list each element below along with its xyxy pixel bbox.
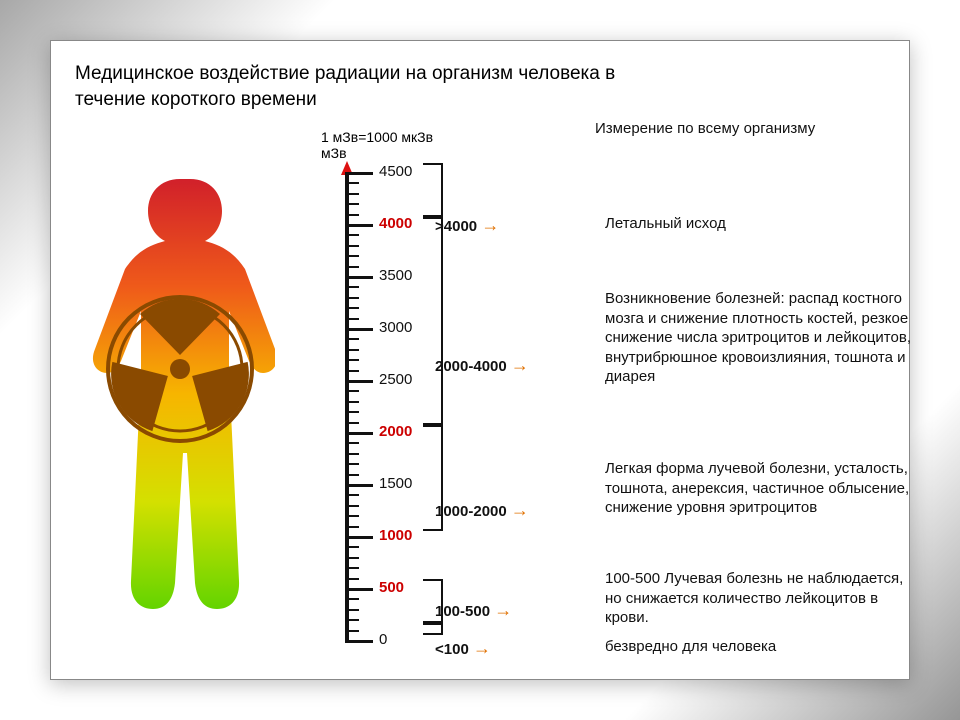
- tick-label: 2500: [379, 371, 412, 388]
- major-tick: [345, 640, 373, 643]
- major-tick: [345, 172, 373, 175]
- range-label: 1000-2000: [435, 503, 507, 520]
- minor-tick: [345, 286, 359, 288]
- range-label: 2000-4000: [435, 358, 507, 375]
- infographic-card: Медицинское воздействие радиации на орга…: [50, 40, 910, 680]
- minor-tick: [345, 266, 359, 268]
- minor-tick: [345, 203, 359, 205]
- tick-label: 1500: [379, 475, 412, 492]
- range-bracket: [423, 579, 443, 625]
- minor-tick: [345, 349, 359, 351]
- minor-tick: [345, 214, 359, 216]
- range-entry: 2000-4000 →: [435, 354, 529, 377]
- legend-area: Измерение по всему организму >4000 →Лета…: [515, 119, 915, 679]
- minor-tick: [345, 401, 359, 403]
- tick-label: 0: [379, 631, 387, 648]
- minor-tick: [345, 546, 359, 548]
- scale-area: 1 мЗв=1000 мкЗв мЗв 0 500 1000 1500 2000 2500…: [305, 129, 505, 659]
- minor-tick: [345, 463, 359, 465]
- range-description: Летальный исход: [605, 214, 915, 234]
- major-tick: [345, 432, 373, 435]
- minor-tick: [345, 557, 359, 559]
- silhouette-svg: [85, 179, 275, 639]
- minor-tick: [345, 411, 359, 413]
- unit-label: мЗв: [321, 145, 505, 161]
- tick-label: 500: [379, 579, 404, 596]
- tick-label: 3500: [379, 267, 412, 284]
- range-description: Возникновение болезней: распад костного …: [605, 289, 915, 387]
- minor-tick: [345, 619, 359, 621]
- minor-tick: [345, 578, 359, 580]
- range-bracket: [423, 423, 443, 531]
- minor-tick: [345, 598, 359, 600]
- range-entry: <100 →: [435, 637, 491, 660]
- tick-label: 4500: [379, 163, 412, 180]
- human-silhouette: [85, 179, 275, 639]
- minor-tick: [345, 307, 359, 309]
- range-entry: 100-500 →: [435, 599, 512, 622]
- minor-tick: [345, 390, 359, 392]
- major-tick: [345, 588, 373, 591]
- range-bracket: [423, 215, 443, 427]
- range-bracket: [423, 621, 443, 635]
- range-description: 100-500 Лучевая болезнь не наблюдается, …: [605, 569, 915, 628]
- minor-tick: [345, 630, 359, 632]
- tick-label: 1000: [379, 527, 412, 544]
- minor-tick: [345, 245, 359, 247]
- range-entry: >4000 →: [435, 214, 499, 237]
- range-description: Легкая форма лучевой болезни, усталость,…: [605, 459, 915, 518]
- minor-tick: [345, 474, 359, 476]
- arrow-icon: →: [481, 215, 499, 235]
- major-tick: [345, 380, 373, 383]
- major-tick: [345, 224, 373, 227]
- arrow-icon: →: [473, 638, 491, 658]
- minor-tick: [345, 182, 359, 184]
- major-tick: [345, 536, 373, 539]
- minor-tick: [345, 453, 359, 455]
- unit-conversion: 1 мЗв=1000 мкЗв: [321, 129, 505, 145]
- range-bracket: [423, 163, 443, 219]
- minor-tick: [345, 318, 359, 320]
- minor-tick: [345, 526, 359, 528]
- scale-axis: [345, 173, 349, 641]
- range-description: безвредно для человека: [605, 637, 915, 657]
- content-area: 1 мЗв=1000 мкЗв мЗв 0 500 1000 1500 2000 2500…: [75, 119, 885, 659]
- major-tick: [345, 276, 373, 279]
- arrow-icon: →: [494, 600, 512, 620]
- title: Медицинское воздействие радиации на орга…: [75, 61, 635, 112]
- range-label: <100: [435, 641, 469, 658]
- minor-tick: [345, 494, 359, 496]
- measurement-header: Измерение по всему организму: [595, 119, 915, 139]
- minor-tick: [345, 505, 359, 507]
- arrow-icon: →: [511, 500, 529, 520]
- major-tick: [345, 484, 373, 487]
- tick-label: 4000: [379, 215, 412, 232]
- minor-tick: [345, 567, 359, 569]
- minor-tick: [345, 255, 359, 257]
- major-tick: [345, 328, 373, 331]
- tick-label: 3000: [379, 319, 412, 336]
- minor-tick: [345, 422, 359, 424]
- minor-tick: [345, 359, 359, 361]
- minor-tick: [345, 193, 359, 195]
- minor-tick: [345, 338, 359, 340]
- range-entry: 1000-2000 →: [435, 499, 529, 522]
- minor-tick: [345, 297, 359, 299]
- minor-tick: [345, 370, 359, 372]
- tick-label: 2000: [379, 423, 412, 440]
- minor-tick: [345, 442, 359, 444]
- arrow-icon: →: [511, 355, 529, 375]
- minor-tick: [345, 234, 359, 236]
- minor-tick: [345, 609, 359, 611]
- range-label: 100-500: [435, 603, 490, 620]
- minor-tick: [345, 515, 359, 517]
